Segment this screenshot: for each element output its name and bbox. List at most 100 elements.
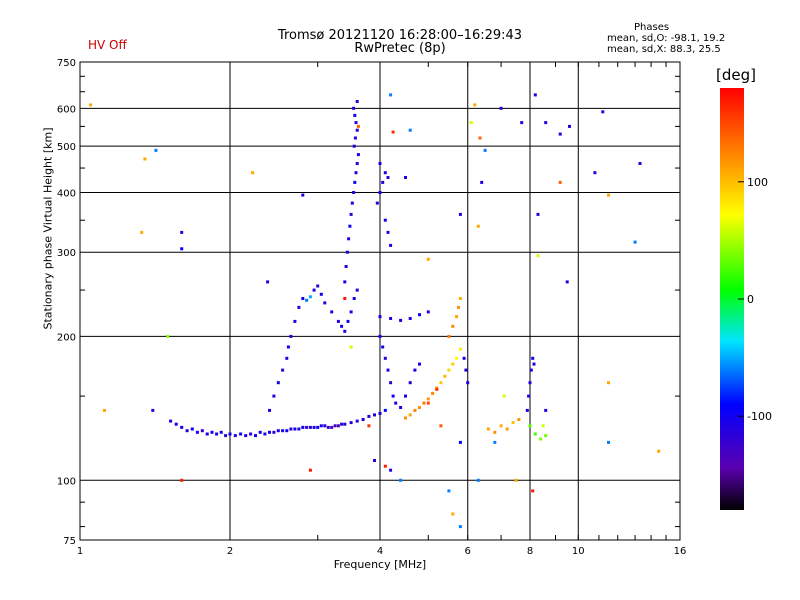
data-point [330,425,334,429]
data-point [347,237,351,241]
data-point [389,317,393,320]
data-point [381,180,385,184]
data-point [378,162,382,165]
chart-title: Tromsø 20121120 16:28:00–16:29:43 [277,28,523,43]
data-point [389,243,393,247]
data-point [565,280,569,284]
data-point [532,362,536,366]
data-point [426,310,430,314]
x-tick-label: 2 [227,546,233,557]
data-point [638,162,642,165]
data-point [285,429,289,433]
data-point [473,103,477,107]
data-point [205,432,209,436]
data-point [389,468,393,472]
data-point [593,171,597,175]
data-point [180,247,184,251]
data-point [373,459,376,462]
data-point [455,356,459,360]
data-point [439,424,443,428]
data-point [391,130,395,134]
data-point [367,414,371,418]
data-point [293,319,297,323]
data-point [499,424,503,428]
data-point [458,440,462,444]
data-point [166,334,170,338]
data-point [350,201,354,205]
data-point [316,284,320,288]
data-point [200,429,204,433]
data-point [408,128,412,132]
data-point [289,427,293,431]
data-point [268,430,271,434]
data-point [399,478,403,482]
data-point [346,319,350,323]
data-point [399,318,403,322]
data-point [529,368,533,372]
data-point [228,432,232,436]
data-point [480,180,484,184]
data-point [343,280,347,284]
data-point [355,419,359,423]
data-point [286,345,290,349]
data-point [451,362,455,366]
data-point [568,124,571,128]
data-point [285,356,289,360]
data-point [308,425,312,429]
data-point [349,310,353,314]
data-point [353,180,357,184]
data-point [558,132,562,136]
data-point [408,317,412,320]
data-point [356,153,360,157]
data-point [657,449,661,453]
phase-summary-o: mean, sd,O: -98.1, 19.2 [607,33,726,44]
data-point [520,121,524,125]
data-point [447,334,451,338]
y-tick-label: 300 [57,248,76,259]
data-point [249,432,253,436]
data-point [355,128,359,132]
data-point [352,106,356,110]
data-point [340,422,344,426]
data-point [544,121,548,125]
data-point [558,180,562,184]
x-tick-label: 10 [572,546,585,557]
data-point [378,334,382,338]
data-point [533,93,537,97]
data-point [435,387,439,391]
phase-summary-x: mean, sd,X: 88.3, 25.5 [607,44,721,55]
data-point [531,356,535,360]
chart-subtitle: RwPretec (8p) [354,41,446,56]
data-point [305,425,309,429]
data-point [312,425,316,429]
data-point [319,424,323,428]
data-point [319,292,323,296]
data-point [517,418,521,421]
data-point [601,110,605,114]
data-point [297,305,301,309]
data-point [244,434,248,438]
x-axis-label: Frequency [MHz] [333,558,427,571]
data-point [281,429,285,433]
data-point [151,408,155,412]
data-point [383,356,387,360]
data-point [190,427,194,431]
data-point [447,489,451,493]
grid [80,62,680,540]
data-point [349,212,353,216]
data-point [528,381,532,385]
data-point [354,171,358,175]
data-point [305,298,309,302]
data-point [195,430,199,434]
data-point [458,212,462,216]
data-point [391,394,395,398]
data-point [224,434,228,438]
data-point [404,394,407,398]
data-point [394,401,398,405]
data-point [383,171,387,175]
data-points [89,93,661,529]
data-point [316,425,320,429]
data-point [408,381,412,385]
data-point [272,430,276,434]
